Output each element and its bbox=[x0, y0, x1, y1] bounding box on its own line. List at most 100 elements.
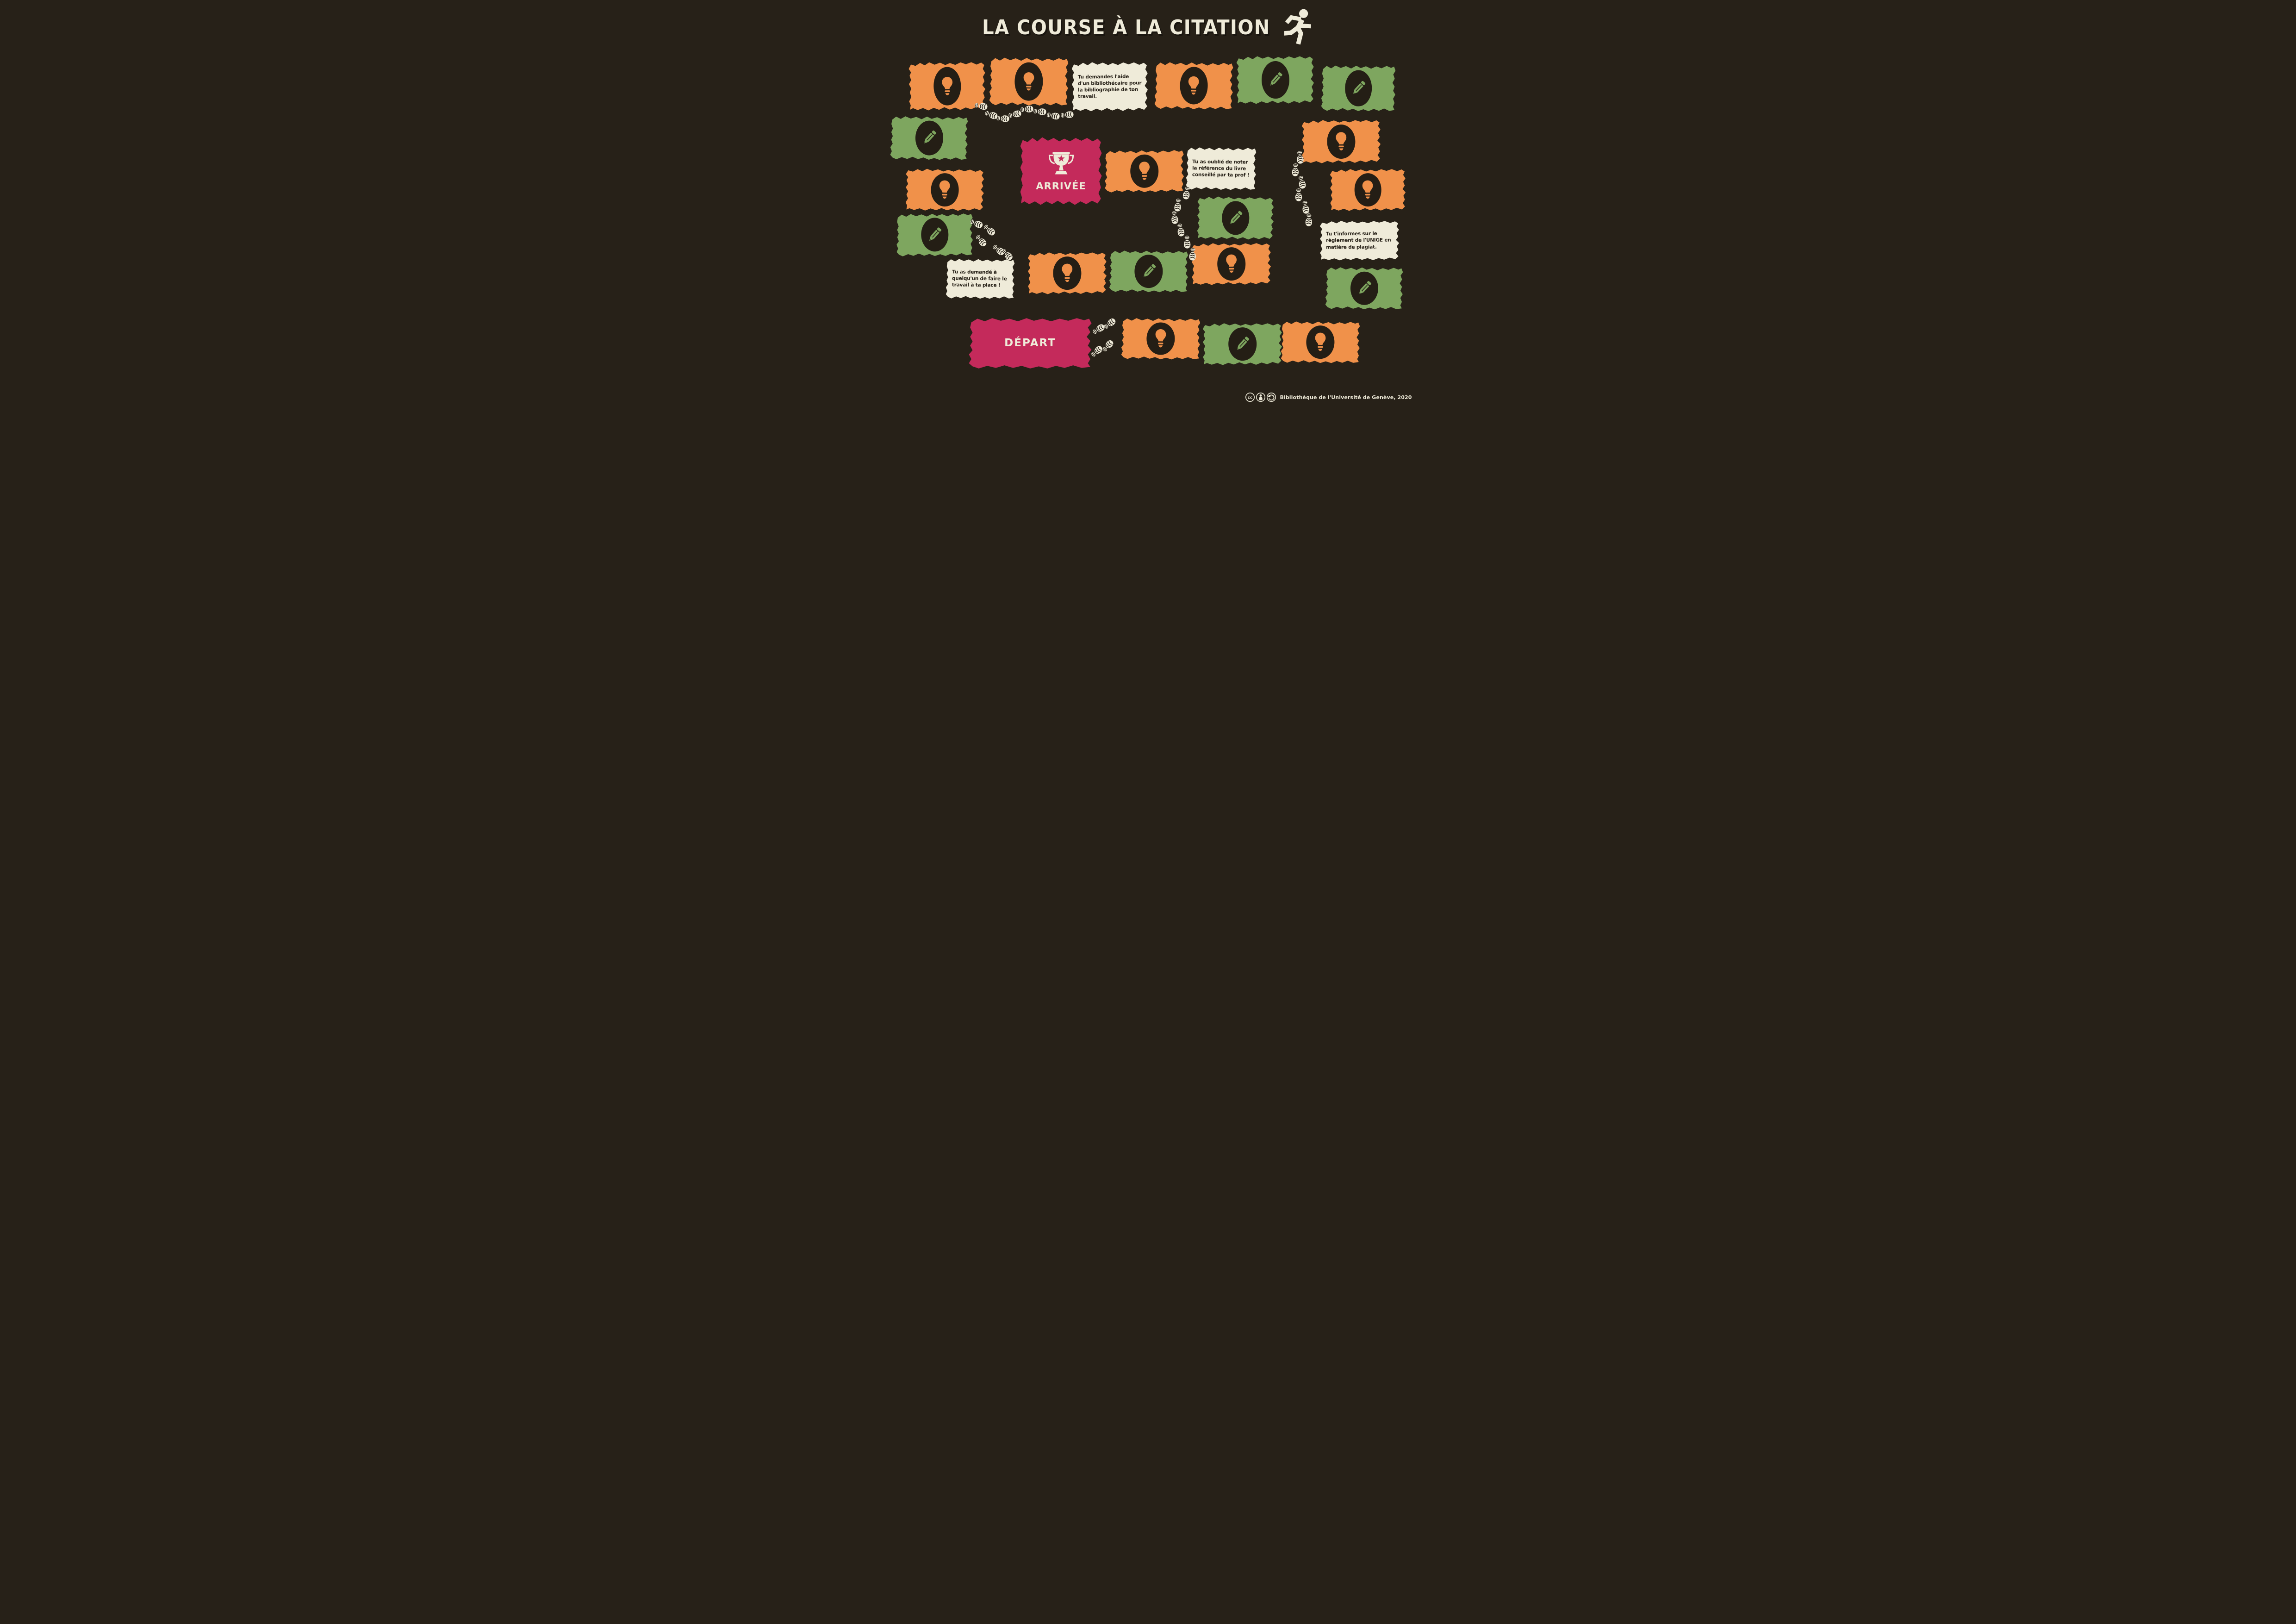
board-space-idea bbox=[1027, 251, 1107, 294]
bootprint-icon bbox=[1033, 107, 1047, 116]
bootprint-icon bbox=[982, 223, 997, 237]
svg-text:cc: cc bbox=[1248, 395, 1253, 400]
credit-text: Bibliothèque de l'Université de Genève, … bbox=[1280, 394, 1412, 400]
tile-icon-oval bbox=[1354, 173, 1381, 206]
tile-icon-oval bbox=[1344, 70, 1371, 106]
game-board: LA COURSE À LA CITATION bbox=[861, 0, 1435, 406]
pencil-icon bbox=[1355, 279, 1373, 297]
cc-icon: cc bbox=[1245, 393, 1255, 402]
bootprint-icon bbox=[991, 243, 1006, 257]
lightbulb-icon bbox=[1060, 262, 1074, 283]
pencil-icon bbox=[1139, 262, 1157, 281]
tile-icon-oval bbox=[1350, 271, 1378, 305]
page-header: LA COURSE À LA CITATION bbox=[861, 4, 1435, 52]
tile-icon-oval bbox=[1261, 61, 1289, 99]
lightbulb-icon bbox=[1186, 75, 1201, 96]
bootprint-icon bbox=[983, 109, 999, 121]
lightbulb-icon bbox=[1137, 161, 1151, 181]
page-title: LA COURSE À LA CITATION bbox=[982, 16, 1270, 39]
bootprint-icon bbox=[1091, 322, 1106, 336]
bootprint-icon bbox=[1045, 111, 1060, 121]
lightbulb-icon bbox=[1313, 331, 1327, 352]
note-card: Tu demandes l'aide d'un bibliothécaire p… bbox=[1071, 61, 1148, 112]
tile-icon-oval bbox=[1217, 247, 1245, 281]
lightbulb-icon bbox=[1153, 328, 1168, 349]
bootprint-icon bbox=[974, 233, 988, 248]
board-space-writing bbox=[1321, 64, 1395, 112]
lightbulb-icon bbox=[1360, 179, 1375, 200]
board-space-idea bbox=[908, 61, 985, 111]
board-space-idea bbox=[1121, 317, 1200, 360]
tile-icon-oval bbox=[1306, 325, 1335, 359]
runner-icon bbox=[1284, 9, 1311, 45]
lightbulb-icon bbox=[1334, 131, 1349, 152]
share-alike-icon bbox=[1267, 393, 1276, 402]
bootprint-icon bbox=[1102, 317, 1117, 331]
trophy-icon bbox=[1048, 151, 1074, 174]
lightbulb-icon bbox=[1021, 71, 1036, 92]
board-space-idea bbox=[1281, 320, 1360, 363]
bootprint-icon bbox=[1183, 235, 1191, 249]
tile-icon-oval bbox=[1146, 322, 1175, 356]
lightbulb-icon bbox=[940, 75, 954, 96]
board-space-writing bbox=[1236, 55, 1314, 105]
pencil-icon bbox=[920, 129, 939, 148]
board-space-idea bbox=[1191, 242, 1271, 286]
bootprint-icon bbox=[1296, 175, 1307, 190]
bootprint-icon bbox=[1291, 163, 1299, 177]
board-space-writing bbox=[896, 212, 973, 257]
pencil-icon bbox=[925, 225, 944, 244]
bootprint-icon bbox=[1020, 105, 1034, 114]
tile-icon-oval bbox=[930, 173, 958, 206]
bootprint-icon bbox=[1170, 210, 1179, 225]
license-icons: cc bbox=[1245, 393, 1276, 402]
note-card: Tu as oublié de noter la référence du li… bbox=[1186, 146, 1256, 191]
board-space-writing bbox=[1325, 266, 1403, 310]
pencil-icon bbox=[1266, 70, 1284, 89]
bootprint-icon bbox=[1294, 188, 1302, 202]
board-space-idea bbox=[905, 168, 984, 211]
board-space-idea bbox=[1104, 149, 1184, 193]
finish-tile: ARRIVÉE bbox=[1020, 137, 1102, 205]
board-space-writing bbox=[890, 115, 968, 161]
lightbulb-icon bbox=[937, 179, 952, 200]
tile-icon-oval bbox=[915, 120, 943, 156]
bootprint-icon bbox=[1176, 223, 1185, 237]
board-space-writing bbox=[1202, 322, 1282, 365]
board-space-idea bbox=[1330, 168, 1406, 212]
lightbulb-icon bbox=[1224, 253, 1238, 274]
bootprint-icon bbox=[1300, 200, 1310, 215]
note-text: Tu demandes l'aide d'un bibliothécaire p… bbox=[1077, 74, 1141, 100]
board-space-idea bbox=[1154, 61, 1233, 110]
bootprint-icon bbox=[1101, 338, 1115, 353]
note-text: Tu as oublié de noter la référence du li… bbox=[1192, 159, 1249, 178]
bootprint-icon bbox=[1060, 110, 1074, 119]
tile-icon-oval bbox=[1326, 124, 1355, 159]
tile-icon-oval bbox=[1221, 201, 1249, 235]
board-space-writing bbox=[1109, 250, 1188, 293]
tile-icon-oval bbox=[1014, 62, 1043, 100]
note-card: Tu as demandé à quelqu'un de faire le tr… bbox=[946, 258, 1014, 299]
bootprint-icon bbox=[996, 114, 1010, 123]
board-space-idea bbox=[1301, 119, 1381, 164]
pencil-icon bbox=[1233, 335, 1251, 353]
bootprint-icon bbox=[1295, 150, 1304, 165]
bootprint-icon bbox=[999, 247, 1014, 262]
tile-icon-oval bbox=[1228, 327, 1257, 361]
note-text: Tu as demandé à quelqu'un de faire le tr… bbox=[952, 269, 1007, 288]
attribution-icon bbox=[1256, 393, 1266, 402]
tile-icon-oval bbox=[933, 67, 961, 105]
tile-icon-oval bbox=[1130, 154, 1158, 188]
bootprint-icon bbox=[1173, 198, 1182, 212]
tile-icon-oval bbox=[1179, 67, 1208, 105]
tile-icon-oval bbox=[1053, 256, 1082, 290]
board-space-idea bbox=[989, 56, 1068, 106]
note-card: Tu t'informes sur le règlement de l'UNIG… bbox=[1319, 220, 1399, 261]
finish-label: ARRIVÉE bbox=[1036, 180, 1086, 192]
board-space-writing bbox=[1197, 196, 1274, 240]
note-text: Tu t'informes sur le règlement de l'UNIG… bbox=[1325, 231, 1391, 250]
start-tile: DÉPART bbox=[969, 318, 1092, 369]
bootprint-icon bbox=[1305, 213, 1313, 227]
credits: cc Bibliothèque de l'Université de Genèv… bbox=[1245, 392, 1412, 402]
tile-icon-oval bbox=[921, 218, 948, 252]
